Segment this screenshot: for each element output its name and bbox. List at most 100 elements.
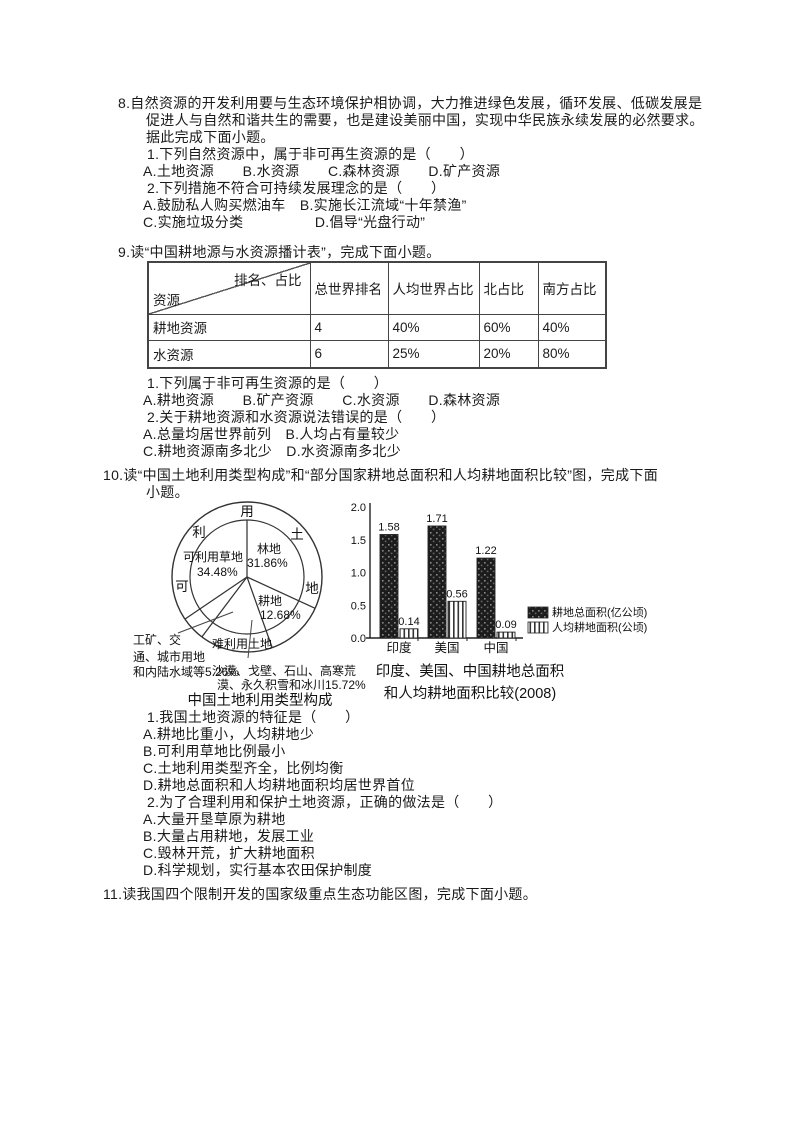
bar-chart-title-line1: 印度、美国、中国耕地总面积 bbox=[376, 662, 565, 680]
legend-label-per-capita: 人均耕地面积(公顷) bbox=[552, 620, 647, 634]
bar-value-label: 1.58 bbox=[378, 522, 399, 534]
pie-outside-label-industry-l3: 和内陆水域等5.26% bbox=[133, 664, 239, 679]
q10-stem-line2: 小题。 bbox=[146, 484, 189, 500]
q8-sub1-options: A.土地资源 B.水资源 C.森林资源 D.矿产资源 bbox=[143, 163, 501, 179]
q10-sub1-option-d: D.耕地总面积和人均耕地面积均居世界首位 bbox=[143, 777, 415, 793]
bar-value-label: 0.14 bbox=[398, 616, 419, 628]
bar-value-label: 1.71 bbox=[426, 513, 447, 525]
q8-sub2-options-cd: C.实施垃圾分类 D.倡导“光盘行动” bbox=[143, 214, 426, 230]
row-label-water-resources: 水资源 bbox=[147, 339, 311, 369]
q11-stem: 11.读我国四个限制开发的国家级重点生态功能区图，完成下面小题。 bbox=[103, 886, 538, 902]
q9-sub1-options: A.耕地资源 B.矿产资源 C.水资源 D.森林资源 bbox=[143, 392, 501, 408]
q10-sub1-option-a: A.耕地比重小，人均耕地少 bbox=[143, 726, 315, 742]
bar-category-label: 美国 bbox=[434, 641, 459, 655]
bar-category-label: 印度 bbox=[386, 640, 412, 655]
q8-stem-line3: 据此完成下面小题。 bbox=[146, 129, 275, 145]
q10-sub2-option-c: C.毁林开荒，扩大耕地面积 bbox=[143, 845, 315, 861]
q10-sub2-option-a: A.大量开垦草原为耕地 bbox=[143, 811, 286, 827]
pie-label-cultivated: 耕地 bbox=[258, 593, 282, 608]
table-cell: 25% bbox=[387, 339, 480, 369]
ring-char-di: 地 bbox=[305, 581, 319, 596]
bars-group: 1.58 1.71 1.22 0.14 0.56 0.09 印度 美国 中国 0.0 0.5 1.0 1… bbox=[351, 502, 517, 655]
bar-per-capita-美国 bbox=[447, 600, 467, 639]
diagonal-label-top: 排名、占比 bbox=[234, 273, 302, 288]
y-axis-tick-label: 0.5 bbox=[351, 600, 366, 612]
q10-sub1-option-b: B.可利用草地比例最小 bbox=[143, 743, 286, 759]
bar-total-中国 bbox=[476, 557, 496, 639]
q8-sub2: 2.下列措施不符合可持续发展理念的是（ ） bbox=[147, 180, 446, 196]
bar-value-label: 0.09 bbox=[495, 619, 516, 631]
table-diagonal-header-cell: 排名、占比 资源 bbox=[147, 261, 311, 315]
y-axis-tick-label: 1.0 bbox=[351, 568, 366, 580]
q8-stem-line1: 8.自然资源的开发利用要与生态环境保护相协调，大力推进绿色发展，循环发展、低碳发… bbox=[118, 95, 703, 111]
table-cell: 6 bbox=[309, 339, 389, 369]
q8-sub1: 1.下列自然资源中，属于非可再生资源的是（ ） bbox=[147, 146, 474, 162]
leader-line-desert-label bbox=[247, 619, 253, 659]
q10-sub2: 2.为了合理利用和保护土地资源，正确的做法是（ ） bbox=[147, 794, 503, 810]
row-label-cultivated-land: 耕地资源 bbox=[147, 313, 311, 341]
bar-total-美国 bbox=[427, 525, 447, 639]
y-axis-tick-label: 2.0 bbox=[351, 502, 366, 514]
q9-sub1: 1.下列属于非可再生资源的是（ ） bbox=[147, 375, 389, 391]
q10-sub1: 1.我国土地资源的特征是（ ） bbox=[147, 709, 360, 725]
table-row: 耕地资源 4 40% 60% 40% bbox=[147, 313, 607, 341]
pie-outer-ring-circle bbox=[171, 501, 323, 653]
table-header-south-share: 南方占比 bbox=[537, 261, 607, 315]
q9-sub2: 2.关于耕地资源和水资源说法错误的是（ ） bbox=[147, 409, 446, 425]
pie-chart-title: 中国土地利用类型构成 bbox=[188, 692, 333, 709]
pie-outside-label-desert-l2: 漠、永久积雪和冰川15.72% bbox=[217, 678, 366, 692]
ring-char-li: 利 bbox=[192, 525, 206, 540]
q9-sub2-options-ab: A.总量均居世界前列 B.人均占有量较少 bbox=[143, 426, 400, 442]
q10-sub1-option-c: C.土地利用类型齐全，比例均衡 bbox=[143, 760, 344, 776]
bar-category-label: 中国 bbox=[483, 640, 508, 655]
table-cell: 80% bbox=[537, 339, 607, 369]
pie-outside-label-desert-l1: 沙漠、戈壁、石山、高寒荒 bbox=[212, 663, 356, 678]
table-cell: 40% bbox=[537, 313, 607, 341]
pie-label-hard-to-use: 难利用土地 bbox=[212, 637, 272, 651]
leader-line-industry-label bbox=[177, 611, 234, 634]
table-header-north-share: 北占比 bbox=[478, 261, 539, 315]
pie-chart-china-land-use: 用 土 地 利 可 林地 31.86% 可利用草地 34.48% 耕地 12.6… bbox=[133, 501, 366, 709]
ring-char-ke: 可 bbox=[175, 579, 189, 594]
q10-stem-line1: 10.读“中国土地利用类型构成”和“部分国家耕地总面积和人均耕地面积比较”图，完… bbox=[103, 467, 659, 483]
legend-label-total-area: 耕地总面积(亿公顷) bbox=[552, 605, 647, 619]
q10-sub2-option-d: D.科学规划，实行基本农田保护制度 bbox=[143, 862, 373, 878]
pie-outside-label-industry-l2: 通、城市用地 bbox=[133, 649, 205, 664]
table-cell: 40% bbox=[387, 313, 480, 341]
y-axis-tick-label: 0.0 bbox=[351, 633, 366, 645]
bar-per-capita-中国 bbox=[496, 631, 516, 639]
pie-label-forest-pct: 31.86% bbox=[247, 556, 288, 570]
bar-per-capita-印度 bbox=[399, 628, 419, 639]
legend-swatch-total-area bbox=[527, 606, 549, 619]
table-header-world-rank: 总世界排名 bbox=[309, 261, 389, 315]
bar-chart-arable-land-comparison: 1.58 1.71 1.22 0.14 0.56 0.09 印度 美国 中国 0.0 0.5 1.0 1… bbox=[351, 502, 648, 702]
bar-value-label: 1.22 bbox=[475, 545, 496, 557]
pie-label-grassland: 可利用草地 bbox=[183, 550, 243, 564]
q9-statistics-table: 排名、占比 资源 总世界排名 人均世界占比 北占比 南方占比 耕地资源 4 40… bbox=[147, 261, 607, 369]
y-axis-tick-label: 1.5 bbox=[351, 535, 366, 547]
legend-swatch-per-capita bbox=[527, 621, 549, 634]
q8-stem-line2: 促进人与自然和谐共生的需要，也是建设美丽中国，实现中华民族永续发展的必然要求。 bbox=[146, 112, 704, 128]
pie-slice-lines bbox=[184, 520, 316, 648]
table-cell: 20% bbox=[478, 339, 539, 369]
table-cell: 60% bbox=[478, 313, 539, 341]
pie-slice-divider bbox=[246, 576, 316, 609]
diagonal-label-bottom: 资源 bbox=[153, 292, 180, 308]
ring-char-tu: 土 bbox=[290, 527, 304, 542]
bar-value-label: 0.56 bbox=[446, 588, 467, 600]
q10-sub2-option-b: B.大量占用耕地，发展工业 bbox=[143, 828, 315, 844]
pie-label-forest: 林地 bbox=[257, 542, 281, 556]
q9-sub2-options-cd: C.耕地资源南多北少 D.水资源南多北少 bbox=[143, 443, 401, 459]
pie-label-grassland-pct: 34.48% bbox=[197, 565, 238, 579]
table-cell: 4 bbox=[309, 313, 389, 341]
ring-char-yong: 用 bbox=[240, 504, 254, 519]
q9-title: 9.读“中国耕地源与水资源播计表”，完成下面小题。 bbox=[118, 244, 441, 260]
pie-outside-label-industry-l1: 工矿、交 bbox=[133, 632, 181, 647]
bar-chart-title-line2: 和人均耕地面积比较(2008) bbox=[384, 684, 556, 702]
table-row: 水资源 6 25% 20% 80% bbox=[147, 339, 607, 369]
table-header-per-capita: 人均世界占比 bbox=[387, 261, 480, 315]
pie-slice-divider bbox=[201, 576, 248, 638]
pie-label-cultivated-pct: 12.68% bbox=[260, 608, 301, 622]
q8-sub2-options-ab: A.鼓励私人购买燃油车 B.实施长江流域“十年禁渔” bbox=[143, 197, 467, 213]
